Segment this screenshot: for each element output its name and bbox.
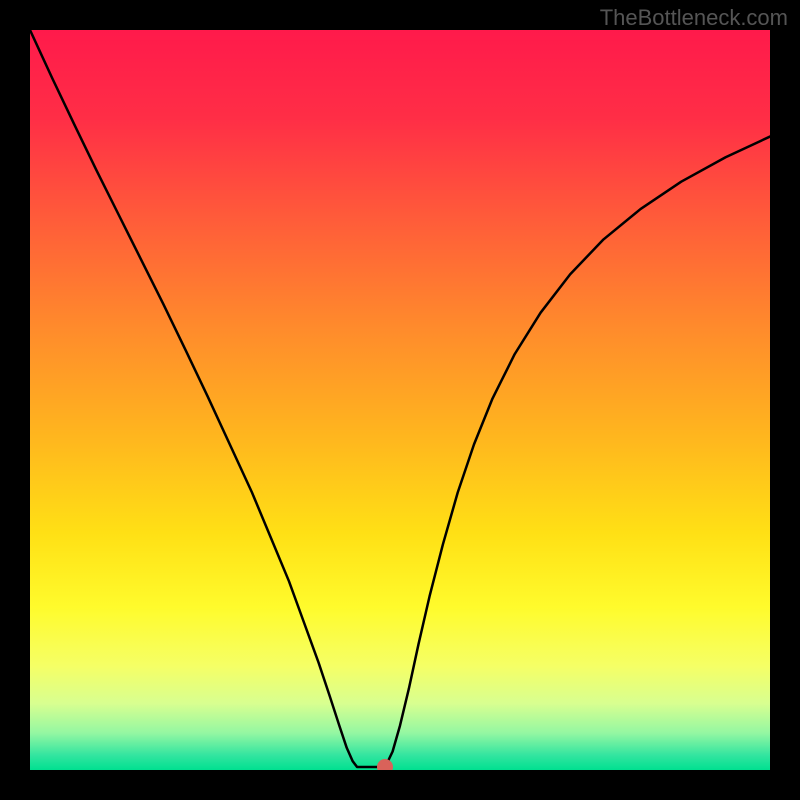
watermark-text: TheBottleneck.com [600,5,788,31]
optimum-marker [377,759,393,770]
curve-layer [30,30,770,770]
plot-area [30,30,770,770]
bottleneck-curve [30,30,770,767]
